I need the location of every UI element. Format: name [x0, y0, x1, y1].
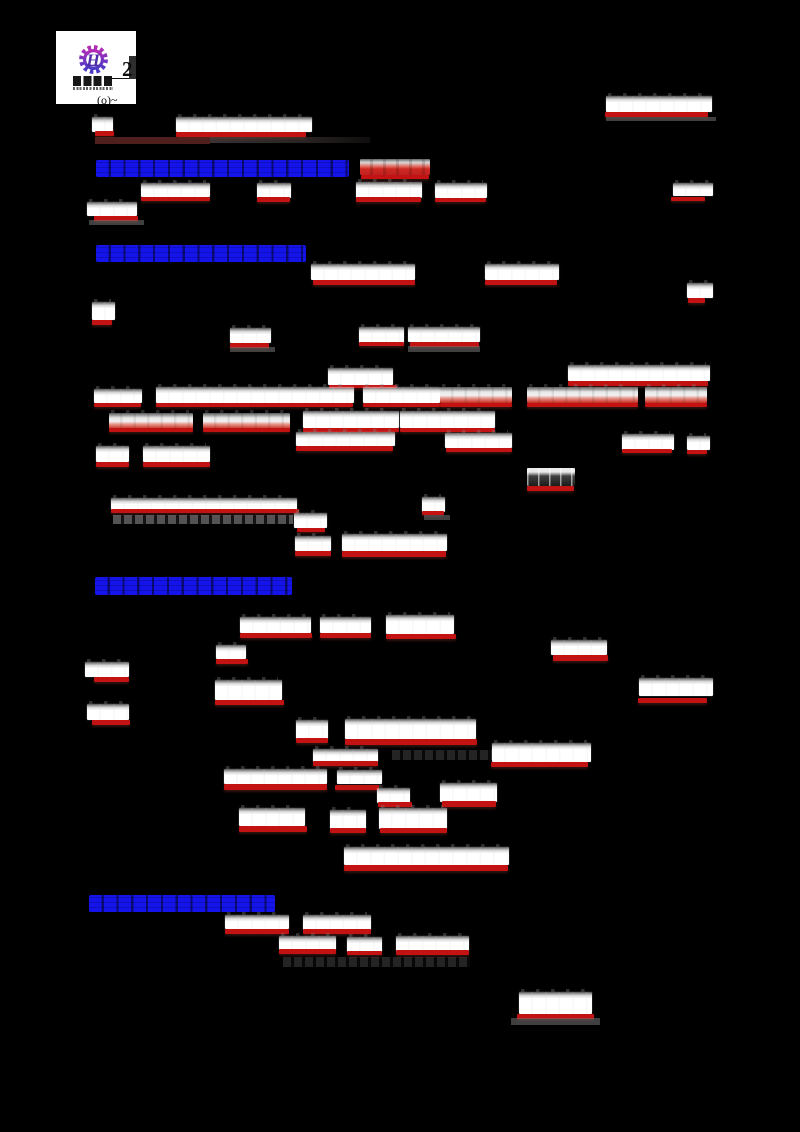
svg-text:H: H: [86, 51, 101, 70]
